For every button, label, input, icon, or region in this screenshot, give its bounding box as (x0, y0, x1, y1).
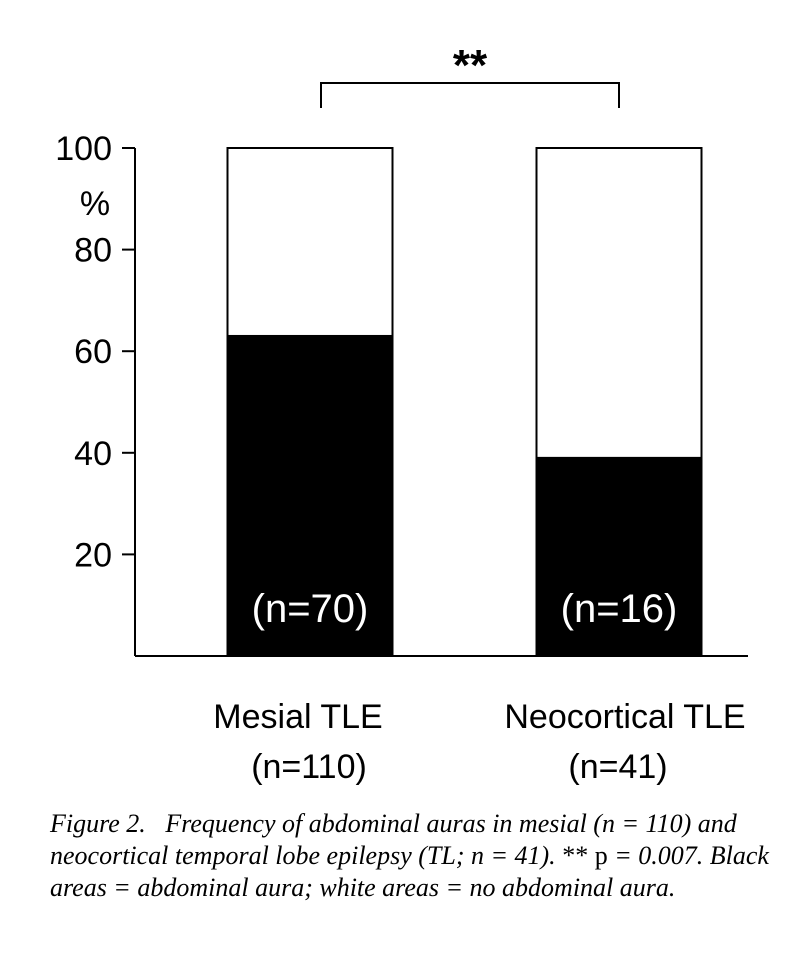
significance-bracket (320, 82, 620, 108)
figure-caption: Figure 2. Frequency of abdominal auras i… (50, 808, 790, 904)
y-tick-label-100: 100 (55, 130, 112, 168)
bar-2-segment-abdominal-aura (535, 456, 703, 657)
x-category-count-1: (n=110) (251, 748, 367, 786)
caption-significance-stars: ** (562, 841, 589, 870)
bar-1-segment-abdominal-aura (226, 334, 394, 657)
bar-2-segment-no-abdominal-aura (535, 147, 703, 459)
x-category-count-2: (n=41) (568, 748, 667, 786)
y-axis-unit-label: % (80, 185, 110, 223)
bar-1-count-label: (n=70) (252, 587, 369, 631)
y-tick-label-80: 80 (74, 232, 112, 270)
bar-2-count-label: (n=16) (561, 587, 678, 631)
y-tick-label-60: 60 (74, 333, 112, 371)
caption-legend-text: = 0.007. Black areas = abdominal aura; w… (50, 841, 769, 902)
caption-description: Frequency of abdominal auras in mesial (… (50, 809, 737, 870)
y-tick-label-40: 40 (74, 435, 112, 473)
caption-p-symbol: p (594, 841, 608, 870)
x-category-label-2: Neocortical TLE (504, 698, 745, 736)
bar-1-segment-no-abdominal-aura (226, 147, 394, 337)
stacked-bar-chart: 20 40 60 80 100 % (n=70) (n=16) ** Mesial TLE… (55, 41, 748, 786)
caption-figure-label: Figure 2. (50, 809, 146, 838)
x-category-label-1: Mesial TLE (213, 698, 382, 736)
significance-stars: ** (453, 41, 488, 90)
y-tick-label-20: 20 (74, 536, 112, 574)
